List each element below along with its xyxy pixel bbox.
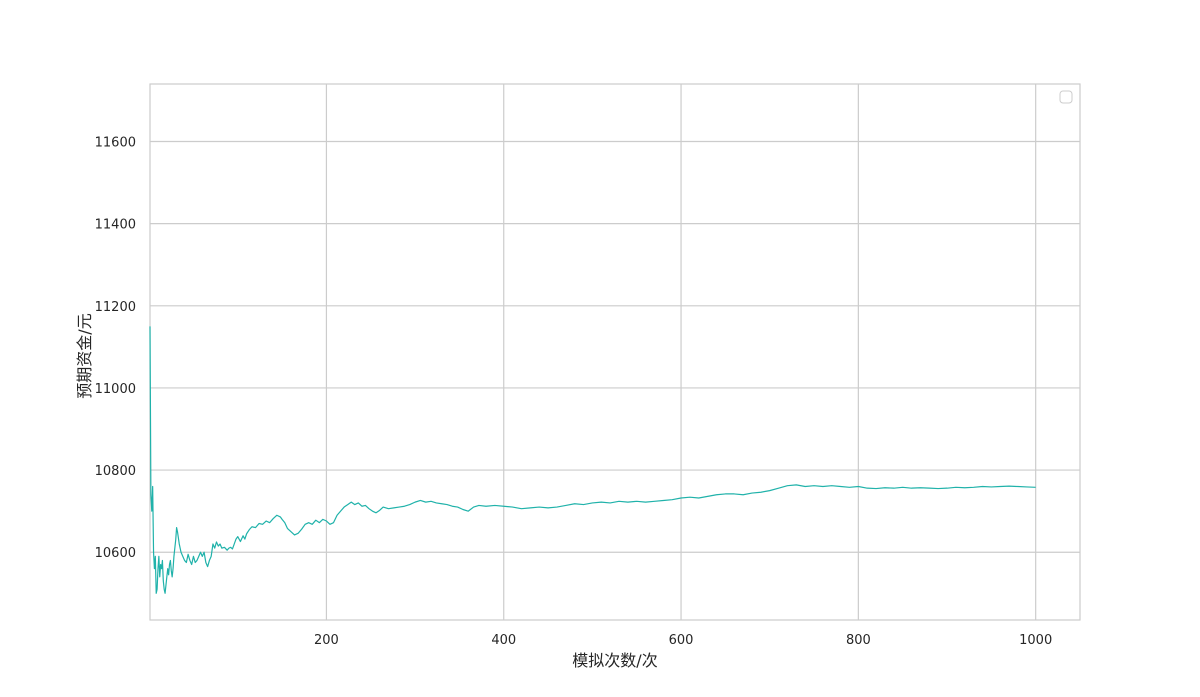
- x-axis-label: 模拟次数/次: [572, 651, 657, 670]
- legend-box: [1059, 90, 1073, 104]
- x-tick-label: 1000: [1019, 633, 1052, 648]
- series-line: [149, 326, 1036, 594]
- y-tick-label: 11000: [95, 382, 136, 397]
- series-layer: [149, 326, 1036, 594]
- x-tick-label: 800: [846, 633, 871, 648]
- y-tick-label: 11200: [95, 300, 136, 315]
- x-tick-label: 200: [314, 633, 339, 648]
- x-tick-label: 400: [491, 633, 516, 648]
- y-tick-labels: 10600 10800 11000 11200 11400 11600: [95, 136, 136, 562]
- y-tick-label: 11600: [95, 136, 136, 151]
- x-tick-labels: 200 400 600 800 1000: [314, 633, 1052, 648]
- y-tick-label: 10800: [95, 464, 136, 479]
- y-tick-label: 10600: [95, 546, 136, 561]
- gridlines: [150, 84, 1080, 620]
- y-tick-label: 11400: [95, 218, 136, 233]
- x-tick-label: 600: [669, 633, 694, 648]
- y-axis-label: 预期资金/元: [75, 313, 94, 398]
- plot-area: [150, 84, 1080, 620]
